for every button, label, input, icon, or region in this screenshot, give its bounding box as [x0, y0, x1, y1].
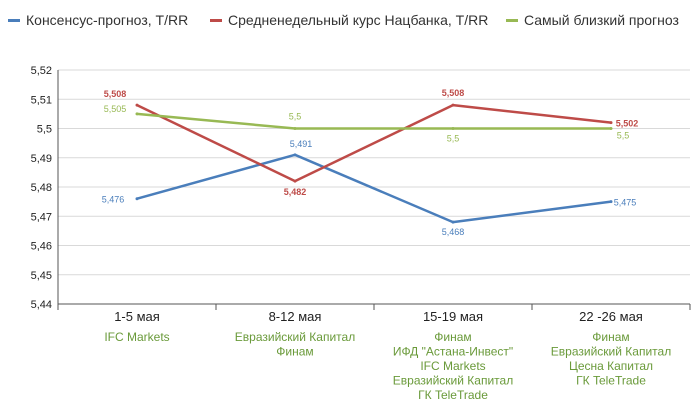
y-tick-label: 5,47	[31, 211, 52, 223]
data-label: 5,491	[290, 139, 313, 149]
legend-item-consensus: Консенсус-прогноз, Т/RR	[8, 12, 188, 28]
data-label: 5,476	[102, 195, 125, 205]
data-point	[135, 103, 139, 107]
x-tick-label: 22 -26 мая	[579, 309, 643, 324]
data-label: 5,468	[442, 227, 465, 237]
data-label: 5,508	[442, 88, 465, 98]
y-tick-label: 5,49	[31, 153, 52, 165]
data-point	[293, 179, 297, 183]
legend-label-consensus: Консенсус-прогноз, Т/RR	[26, 12, 189, 28]
y-tick-label: 5,52	[31, 65, 52, 77]
category-company-label: ГК TeleTrade	[576, 374, 646, 388]
x-tick-label: 1-5 мая	[114, 309, 160, 324]
y-tick-label: 5,51	[31, 94, 52, 106]
legend-item-nbk-rate: Средненедельный курс Нацбанка, Т/RR	[210, 12, 488, 28]
category-company-label: IFC Markets	[420, 359, 485, 373]
data-point	[135, 112, 139, 116]
category-company-label: IFC Markets	[104, 330, 169, 344]
data-label: 5,5	[289, 112, 302, 122]
series-line-1	[136, 103, 612, 183]
data-point	[609, 121, 613, 125]
x-tick-label: 15-19 мая	[423, 309, 483, 324]
data-point	[451, 103, 455, 107]
category-company-label: Евразийский Капитал	[235, 330, 355, 344]
y-tick-label: 5,44	[31, 299, 52, 311]
category-company-label: Финам	[276, 345, 313, 359]
legend-item-closest: Самый близкий прогноз	[506, 12, 679, 28]
legend-label-closest: Самый близкий прогноз	[524, 12, 679, 28]
legend-swatch-closest	[506, 18, 518, 22]
data-label: 5,505	[104, 104, 127, 114]
data-point	[293, 127, 297, 130]
data-label: 5,482	[284, 187, 307, 197]
data-point	[609, 127, 613, 130]
y-tick-label: 5,48	[31, 182, 52, 194]
category-company-label: ИФД "Астана-Инвест"	[393, 345, 513, 359]
category-company-label: ГК TeleTrade	[418, 388, 488, 402]
category-company-label: Финам	[434, 330, 471, 344]
legend-swatch-nbk-rate	[210, 18, 222, 22]
y-tick-label: 5,46	[31, 241, 52, 253]
category-company-label: Финам	[592, 330, 629, 344]
data-label: 5,502	[616, 119, 639, 129]
data-point	[609, 200, 613, 204]
data-label: 5,5	[447, 134, 460, 144]
category-company-label: Цесна Капитал	[569, 359, 653, 373]
legend: Консенсус-прогноз, Т/RR Средненедельный …	[0, 12, 700, 36]
data-label: 5,5	[617, 131, 630, 141]
series-line-0	[136, 153, 612, 224]
legend-label-nbk-rate: Средненедельный курс Нацбанка, Т/RR	[228, 12, 489, 28]
legend-swatch-consensus	[8, 18, 20, 22]
y-tick-label: 5,45	[31, 270, 52, 282]
data-label: 5,508	[104, 89, 127, 99]
category-company-label: Евразийский Капитал	[551, 345, 671, 359]
series-line-2	[136, 112, 611, 130]
x-tick-label: 8-12 мая	[269, 309, 322, 324]
data-point	[451, 127, 455, 130]
data-point	[451, 220, 455, 224]
data-point	[293, 153, 297, 157]
data-label: 5,475	[614, 198, 637, 208]
y-tick-label: 5,5	[37, 124, 52, 136]
data-point	[135, 197, 139, 201]
category-company-label: Евразийский Капитал	[393, 374, 513, 388]
